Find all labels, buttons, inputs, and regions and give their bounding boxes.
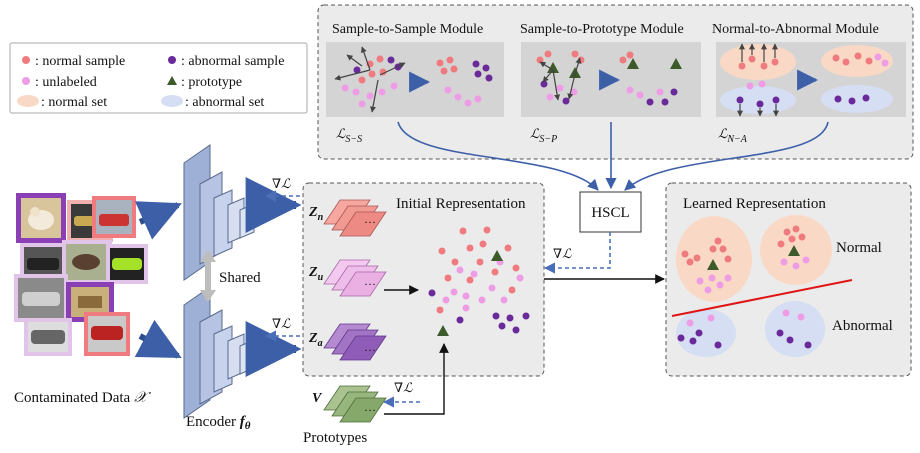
z-a-ellipsis: ··· <box>364 343 376 357</box>
z-u-ellipsis: ··· <box>364 277 376 291</box>
legend-abnormal-set: : abnormal set <box>185 95 264 110</box>
prototypes-stack <box>323 385 387 423</box>
learned-scatter <box>677 225 812 349</box>
normal-set-swatch <box>17 95 39 107</box>
initial-representation-panel: Initial Representation Zn ··· Zu ··· Za … <box>302 182 545 377</box>
z-a-stack <box>323 323 387 361</box>
initial-scatter <box>428 226 530 336</box>
encoder-bottom <box>183 286 255 419</box>
modules-panel: Sample-to-Sample Module Sample-to-Protot… <box>317 4 914 160</box>
contaminated-data-label: Contaminated Data 𝒳 <box>14 390 151 406</box>
legend-normal-sample: : normal sample <box>35 54 125 69</box>
loss-sp: ℒS−P <box>530 126 557 145</box>
hscl-grad: ∇ℒ <box>553 246 572 261</box>
prototypes-label: Prototypes <box>303 430 367 446</box>
legend-normal-set: : normal set <box>41 95 107 110</box>
hscl-box <box>579 191 642 233</box>
data-to-encoder-bottom <box>134 319 182 359</box>
s2s-module-title: Sample-to-Sample Module <box>332 22 483 37</box>
abnormal-label: Abnormal <box>832 318 893 334</box>
normal-label: Normal <box>836 240 882 256</box>
abnormal-set-swatch <box>161 95 183 107</box>
contaminated-data-images <box>14 193 148 356</box>
s2p-module-title: Sample-to-Prototype Module <box>520 22 684 37</box>
s2p-before <box>536 50 585 105</box>
n2a-after <box>821 45 893 113</box>
z-n-stack <box>323 199 387 237</box>
unlabeled-dot <box>22 77 30 85</box>
normal-set-left <box>676 216 752 302</box>
data-to-encoder-top <box>134 201 182 240</box>
hscl-label: HSCL <box>591 205 629 221</box>
loss-ss: ℒS−S <box>336 126 362 145</box>
learned-representation-panel: Learned Representation <box>665 182 912 377</box>
legend-prototype: : prototype <box>181 75 242 90</box>
encoder-label: Encoder fθ <box>186 414 251 432</box>
grad-bottom: ∇ℒ <box>272 316 291 331</box>
n2a-module-title: Normal-to-Abnormal Module <box>712 22 879 37</box>
grad-prototypes: ∇ℒ <box>394 380 413 395</box>
z-a-label: Za <box>308 331 323 349</box>
encoder-top <box>183 144 255 281</box>
z-u-label: Zu <box>308 265 324 283</box>
loss-na: ℒN−A <box>718 126 748 145</box>
prototype-triangle <box>167 76 177 85</box>
s2s-box <box>326 42 504 117</box>
v-label: V <box>312 391 323 406</box>
n2a-before <box>720 43 796 117</box>
legend-abnormal-sample: : abnormal sample <box>181 54 284 69</box>
v-ellipsis: ··· <box>364 403 376 417</box>
learned-representation-title: Learned Representation <box>683 196 826 212</box>
abnormal-set-right <box>765 301 825 357</box>
legend-unlabeled: : unlabeled <box>35 75 97 90</box>
abnormal-sample-dot <box>168 56 176 64</box>
normal-sample-dot <box>22 56 30 64</box>
prototypes-arrow <box>384 343 449 415</box>
z-n-label: Zn <box>308 205 324 223</box>
s2s-after <box>436 56 493 107</box>
grad-top: ∇ℒ <box>272 176 291 191</box>
hscl-grad-arrow <box>543 232 611 274</box>
abnormal-set-left <box>676 309 736 357</box>
legend: : normal sample : unlabeled : normal set… <box>9 42 308 114</box>
z-n-ellipsis: ··· <box>364 215 376 229</box>
initial-representation-title: Initial Representation <box>396 196 526 212</box>
z-u-stack <box>323 259 387 297</box>
shared-label: Shared <box>219 270 261 286</box>
s2s-before <box>334 46 406 113</box>
module-to-hscl-arrows <box>397 121 829 191</box>
s2p-after <box>619 51 682 106</box>
decision-boundary <box>671 279 853 317</box>
